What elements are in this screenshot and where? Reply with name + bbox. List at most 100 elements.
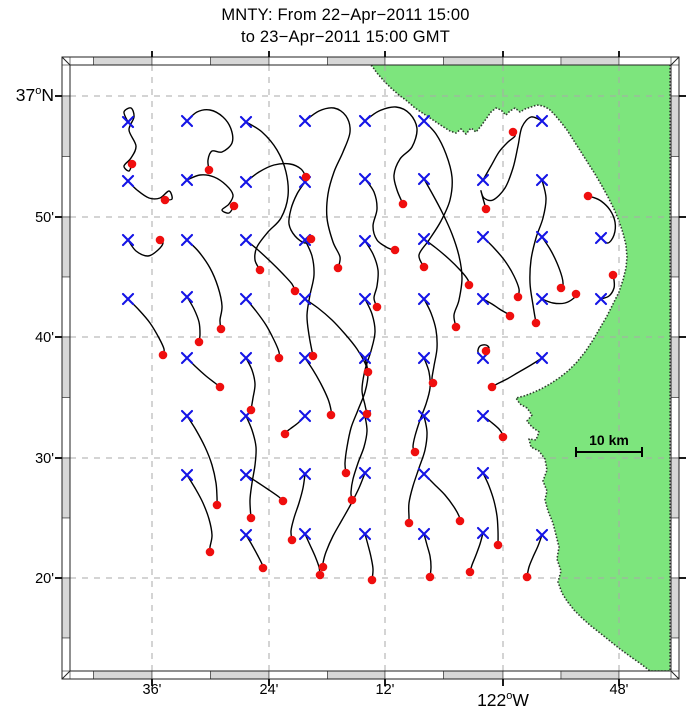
drifter-start-marker <box>476 466 490 480</box>
frame-stripe-bottom <box>268 670 328 680</box>
frame-stripe-left <box>61 336 71 398</box>
drifter-start-marker <box>180 409 194 423</box>
drifter-end-marker <box>390 245 400 255</box>
drifter-end-marker <box>487 382 497 392</box>
drifter-trajectory <box>418 120 453 268</box>
drifter-end-marker <box>341 468 351 478</box>
drifter-end-marker <box>481 346 491 356</box>
scale-bar: 10 km <box>575 432 643 457</box>
frame-stripe-right <box>670 336 680 398</box>
drifter-start-marker <box>476 292 490 306</box>
drifter-end-marker <box>522 572 532 582</box>
drifter-start-marker <box>476 526 490 540</box>
drifter-trajectory <box>423 473 461 522</box>
drifter-start-marker <box>417 232 431 246</box>
drifter-trajectory <box>364 240 379 308</box>
frame-stripe-bottom <box>618 670 672 680</box>
frame-stripe-right <box>670 216 680 278</box>
frame-stripe-top <box>93 56 153 66</box>
drifter-start-marker <box>239 528 253 542</box>
drifter-trajectory <box>304 533 321 576</box>
drifter-start-marker <box>535 528 549 542</box>
x-axis-tick-label: 12' <box>376 682 395 698</box>
frame-corner-bevel <box>670 56 680 66</box>
graticule-layer <box>70 65 671 671</box>
frame-stripe-right <box>670 95 680 157</box>
frame-stripe-top <box>618 56 672 66</box>
frame-stripe-right <box>670 517 680 579</box>
drifter-trajectory <box>245 534 264 569</box>
drifter-end-marker <box>498 432 508 442</box>
drifter-end-marker <box>212 500 222 510</box>
drifter-trajectory <box>304 357 332 416</box>
drifter-trajectory <box>127 298 165 356</box>
drifter-start-marker <box>239 115 253 129</box>
drifter-trajectory <box>587 195 617 244</box>
drifter-trajectory <box>288 181 312 244</box>
drifter-start-marker <box>417 409 431 423</box>
x-axis-tick-label: 122oW <box>477 690 529 710</box>
drifter-start-marker <box>358 527 372 541</box>
drifter-trajectory <box>482 236 520 298</box>
drifter-start-marker <box>180 114 194 128</box>
drifter-start-marker <box>298 467 312 481</box>
drifter-trajectory <box>290 473 306 541</box>
drifter-trajectory <box>407 415 428 524</box>
frame-stripe-bottom <box>327 670 386 680</box>
drifter-end-marker <box>306 234 316 244</box>
start-markers-layer <box>121 114 608 542</box>
drifter-end-marker <box>404 518 414 528</box>
y-axis-tick-label: 37oN <box>16 85 54 105</box>
frame-outer-rect <box>61 56 680 680</box>
drifter-end-marker <box>583 191 593 201</box>
drifter-end-marker <box>246 513 256 523</box>
frame-stripe-right <box>670 637 680 672</box>
drifter-start-marker <box>298 114 312 128</box>
frame-stripe-bottom <box>93 670 153 680</box>
drifter-end-marker <box>428 378 438 388</box>
drifter-end-marker <box>301 172 311 182</box>
drifter-end-marker <box>204 165 214 175</box>
frame-stripe-top <box>502 56 562 66</box>
drifter-trajectory <box>364 533 374 581</box>
drifter-trajectory <box>186 174 235 214</box>
frame-stripe-top <box>151 56 211 66</box>
frame-stripe-bottom <box>151 670 211 680</box>
drifter-start-marker <box>121 292 135 306</box>
drifter-end-marker <box>363 367 373 377</box>
drifter-trajectory <box>350 415 368 501</box>
drifter-trajectory <box>482 131 516 181</box>
frame-stripe-bottom <box>502 670 562 680</box>
drifter-start-marker <box>417 351 431 365</box>
frame-stripe-top <box>69 56 94 66</box>
drifter-start-marker <box>358 172 372 186</box>
drifter-end-marker <box>215 382 225 392</box>
drifter-start-marker <box>121 174 135 188</box>
frame-stripe-left <box>61 397 71 459</box>
y-axis-labels: 37oN 50' 40' 30' 20' <box>16 85 54 587</box>
y-axis-tick-label: 20' <box>35 571 54 587</box>
end-markers-layer <box>127 127 618 585</box>
drifter-start-marker <box>535 114 549 128</box>
drifter-trajectory <box>245 121 289 271</box>
figure-title-line2: to 23−Apr−2011 15:00 GMT <box>240 28 451 46</box>
frame-stripe-top <box>560 56 620 66</box>
drifter-end-marker <box>158 350 168 360</box>
drifter-end-marker <box>205 547 215 557</box>
drifter-start-marker <box>239 175 253 189</box>
drifter-trajectory <box>541 293 577 305</box>
drifter-end-marker <box>481 204 491 214</box>
drifter-start-marker <box>594 231 608 245</box>
drifter-start-marker <box>180 351 194 365</box>
drifter-end-marker <box>326 410 336 420</box>
drifter-end-marker <box>531 318 541 328</box>
drifter-start-marker <box>298 292 312 306</box>
drifter-end-marker <box>333 263 343 273</box>
land-polygon <box>368 64 670 671</box>
drifter-trajectory <box>412 357 431 453</box>
drifter-trajectory <box>491 357 543 388</box>
drifter-start-marker <box>239 351 253 365</box>
drifter-end-marker <box>451 322 461 332</box>
